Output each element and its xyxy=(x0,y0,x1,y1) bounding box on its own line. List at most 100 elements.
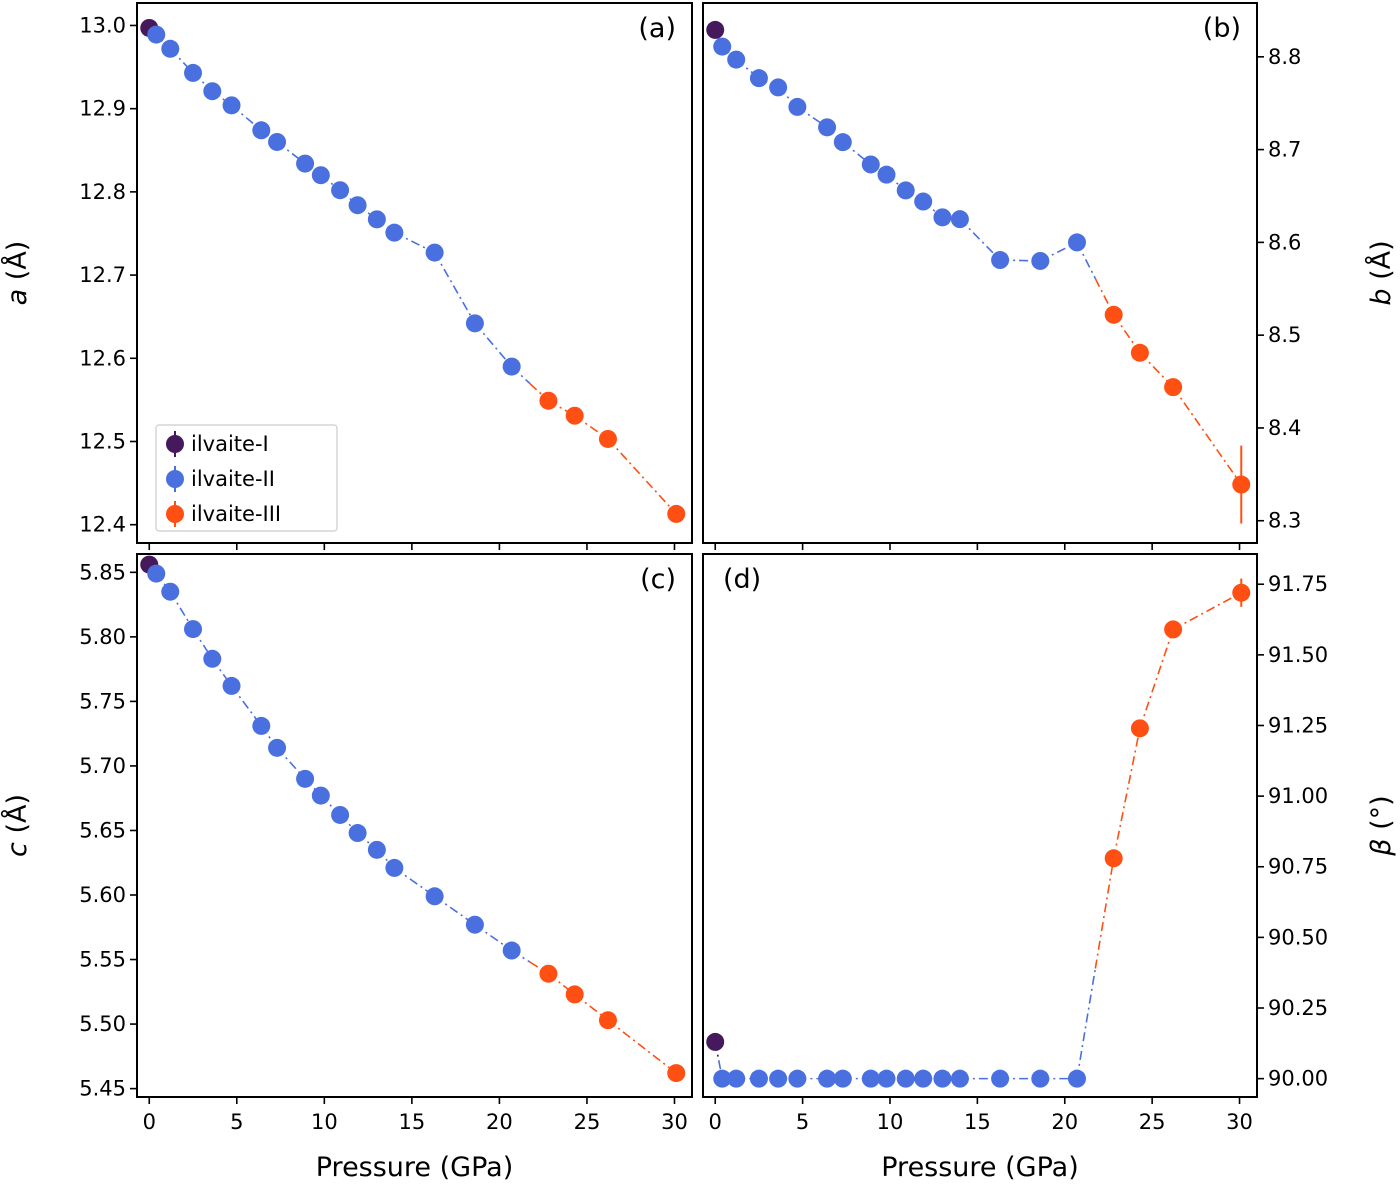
data-point-ilvaite-ii xyxy=(769,78,788,97)
legend-label: ilvaite-I xyxy=(191,432,269,456)
y-tick-label: 5.80 xyxy=(79,625,126,649)
y-tick-label: 90.50 xyxy=(1268,925,1328,949)
x-tick-label: 30 xyxy=(661,1110,688,1134)
x-tick-label: 0 xyxy=(709,1110,722,1134)
axes-frame xyxy=(136,553,693,1098)
connector-line xyxy=(607,438,677,515)
y-tick-label: 8.6 xyxy=(1268,230,1301,254)
data-point-ilvaite-ii xyxy=(296,769,315,788)
connector-line xyxy=(1172,386,1242,486)
y-tick-label: 12.7 xyxy=(79,263,126,287)
data-point-ilvaite-i xyxy=(706,20,725,39)
data-point-ilvaite-ii xyxy=(465,915,484,934)
y-axis-symbol: b xyxy=(1366,288,1397,305)
data-point-ilvaite-ii xyxy=(749,1069,768,1088)
data-point-ilvaite-iii xyxy=(565,985,584,1004)
y-tick-label: 8.5 xyxy=(1268,323,1301,347)
data-point-ilvaite-ii xyxy=(1067,233,1086,252)
legend-label: ilvaite-III xyxy=(191,502,281,526)
y-tick-label: 5.55 xyxy=(79,948,126,972)
data-point-ilvaite-iii xyxy=(1130,719,1149,738)
y-tick-label: 90.00 xyxy=(1268,1067,1328,1091)
y-axis-symbol: β xyxy=(1366,838,1397,856)
data-point-ilvaite-iii xyxy=(1130,343,1149,362)
y-axis-label: b (Å) xyxy=(1365,240,1397,305)
data-point-ilvaite-ii xyxy=(252,121,271,140)
x-tick-label: 5 xyxy=(796,1110,809,1134)
y-axis-label: a (Å) xyxy=(1,241,33,306)
data-point-ilvaite-ii xyxy=(367,210,386,229)
data-point-ilvaite-iii xyxy=(667,504,686,523)
data-point-ilvaite-ii xyxy=(950,1069,969,1088)
data-point-ilvaite-ii xyxy=(749,69,768,88)
data-point-ilvaite-i xyxy=(706,1032,725,1051)
data-point-ilvaite-iii xyxy=(565,406,584,425)
x-tick-label: 5 xyxy=(230,1110,243,1134)
panel-0: 12.4 12.5 12.6 12.7 12.8 12.9 13.0 a (Å) (a) xyxy=(1,2,693,550)
legend-label: ilvaite-II xyxy=(191,467,275,491)
data-point-ilvaite-ii xyxy=(147,564,166,583)
y-tick-label: 5.45 xyxy=(79,1077,126,1101)
data-point-ilvaite-ii xyxy=(818,1069,837,1088)
y-tick-label: 90.75 xyxy=(1268,855,1328,879)
data-point-ilvaite-ii xyxy=(203,82,222,101)
axes-frame xyxy=(702,553,1258,1098)
data-point-ilvaite-ii xyxy=(268,132,287,151)
y-tick-label: 91.00 xyxy=(1268,784,1328,808)
x-tick-label: 15 xyxy=(964,1110,991,1134)
y-tick-label: 8.3 xyxy=(1268,509,1301,533)
data-point-ilvaite-ii xyxy=(331,181,350,200)
y-axis-label: c (Å) xyxy=(1,794,33,857)
data-point-ilvaite-ii xyxy=(1031,251,1050,270)
y-tick-label: 8.8 xyxy=(1268,45,1301,69)
data-point-ilvaite-ii xyxy=(268,738,287,757)
x-tick-label: 25 xyxy=(574,1110,601,1134)
x-axis-label: Pressure (GPa) xyxy=(316,1152,513,1183)
data-point-ilvaite-ii xyxy=(713,1069,732,1088)
connector-line xyxy=(1076,968,1097,1079)
x-axis-label: Pressure (GPa) xyxy=(881,1152,1078,1183)
y-tick-label: 5.85 xyxy=(79,560,126,584)
data-point-ilvaite-ii xyxy=(147,25,166,44)
y-tick-label: 5.70 xyxy=(79,754,126,778)
y-tick-label: 5.60 xyxy=(79,883,126,907)
y-tick-label: 12.8 xyxy=(79,180,126,204)
data-point-ilvaite-ii xyxy=(161,39,180,58)
data-point-ilvaite-ii xyxy=(788,97,807,116)
connector-line xyxy=(607,1019,677,1074)
data-point-ilvaite-ii xyxy=(161,582,180,601)
data-point-ilvaite-ii xyxy=(348,196,367,215)
data-point-ilvaite-ii xyxy=(727,1069,746,1088)
data-point-ilvaite-ii xyxy=(896,181,915,200)
y-tick-label: 90.25 xyxy=(1268,996,1328,1020)
data-point-ilvaite-ii xyxy=(184,620,203,639)
panel-tag: (a) xyxy=(638,13,676,44)
data-point-ilvaite-ii xyxy=(502,357,521,376)
data-point-ilvaite-ii xyxy=(425,887,444,906)
data-point-ilvaite-ii xyxy=(877,1069,896,1088)
y-axis-symbol: a xyxy=(2,289,33,306)
data-point-ilvaite-ii xyxy=(385,858,404,877)
data-point-ilvaite-ii xyxy=(331,805,350,824)
data-point-ilvaite-ii xyxy=(425,243,444,262)
y-axis-unit: (Å) xyxy=(1,241,33,289)
data-point-ilvaite-ii xyxy=(877,165,896,184)
connector-line xyxy=(1112,728,1141,859)
data-point-ilvaite-iii xyxy=(1104,849,1123,868)
data-point-ilvaite-iii xyxy=(1104,305,1123,324)
data-point-ilvaite-ii xyxy=(914,192,933,211)
data-point-ilvaite-iii xyxy=(667,1064,686,1083)
y-axis-symbol: c xyxy=(2,842,33,857)
data-point-ilvaite-ii xyxy=(222,96,241,115)
data-point-ilvaite-iii xyxy=(1164,378,1183,397)
data-point-ilvaite-iii xyxy=(598,1011,617,1030)
y-axis-label: β (°) xyxy=(1366,795,1397,856)
data-point-ilvaite-ii xyxy=(818,118,837,137)
legend-box xyxy=(155,424,338,532)
data-point-ilvaite-ii xyxy=(861,1069,880,1088)
panel-3: 0 5 10 15 20 25 30 90.00 90.25 90.50 90.75 91.00 91.… xyxy=(702,553,1397,1183)
data-point-ilvaite-ii xyxy=(991,1069,1010,1088)
y-axis-unit: (Å) xyxy=(1365,240,1397,288)
data-point-ilvaite-ii xyxy=(727,50,746,69)
data-point-ilvaite-ii xyxy=(1031,1069,1050,1088)
